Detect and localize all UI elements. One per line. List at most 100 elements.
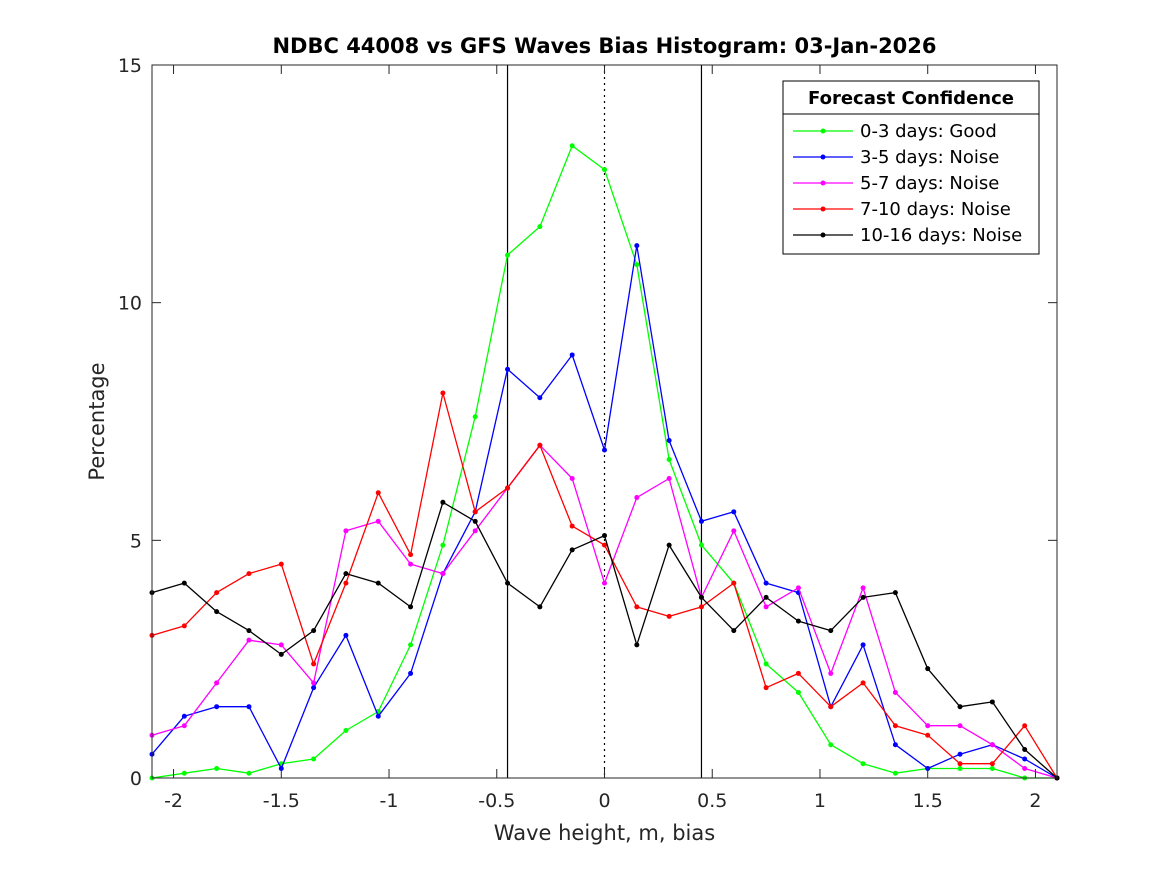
data-point (440, 542, 446, 548)
data-point (795, 689, 801, 695)
legend-label: 10-16 days: Noise (860, 225, 1022, 246)
data-point (763, 661, 769, 667)
data-point (343, 727, 349, 733)
data-point (343, 632, 349, 638)
legend-label: 3-5 days: Noise (860, 147, 999, 168)
data-point (472, 528, 478, 534)
data-point (602, 533, 607, 539)
data-point (666, 613, 672, 619)
data-point (375, 713, 381, 719)
data-point (860, 585, 866, 591)
x-tick-label: 1 (814, 790, 826, 812)
data-point (505, 485, 511, 491)
data-point (892, 723, 898, 729)
data-point (731, 509, 737, 515)
series-layer (149, 143, 1060, 781)
data-point (343, 580, 349, 586)
data-point (214, 609, 220, 615)
data-point (246, 637, 252, 643)
data-point (408, 604, 414, 610)
y-tick-label: 0 (130, 768, 142, 790)
data-point (311, 685, 317, 691)
data-point (375, 518, 381, 524)
data-point (569, 143, 575, 149)
data-point (472, 509, 478, 515)
data-point (795, 585, 801, 591)
legend-entry: 3-5 days: Noise (793, 147, 999, 168)
data-point (569, 352, 575, 358)
data-point (537, 224, 543, 230)
legend-entry: 0-3 days: Good (793, 121, 997, 142)
data-point (763, 685, 769, 691)
legend-title: Forecast Confidence (808, 88, 1014, 109)
x-tick-label: 0 (598, 790, 610, 812)
data-point (763, 580, 769, 586)
reference-lines (506, 65, 703, 778)
data-point (957, 761, 963, 767)
data-point (214, 680, 220, 686)
x-tick-label: 2 (1029, 790, 1041, 812)
legend-swatch-marker (820, 206, 826, 212)
data-point (666, 457, 672, 463)
data-point (569, 476, 575, 482)
data-point (311, 680, 317, 686)
data-point (181, 770, 187, 776)
data-point (602, 167, 607, 173)
data-point (343, 571, 349, 577)
data-point (214, 590, 220, 596)
data-point (989, 699, 995, 705)
data-point (1022, 723, 1028, 729)
data-point (860, 680, 866, 686)
legend-swatch-marker (820, 154, 826, 160)
data-point (828, 628, 834, 634)
data-point (408, 670, 414, 676)
data-point (860, 761, 866, 767)
x-tick-label: 1.5 (913, 790, 943, 812)
data-point (311, 661, 317, 667)
data-point (892, 689, 898, 695)
data-point (666, 438, 672, 444)
data-point (925, 666, 931, 672)
data-point (828, 670, 834, 676)
data-point (181, 723, 187, 729)
data-point (763, 604, 769, 610)
data-point (602, 580, 607, 586)
data-point (278, 651, 284, 657)
data-point (537, 604, 543, 610)
data-point (892, 770, 898, 776)
data-point (698, 594, 704, 600)
data-point (634, 495, 640, 501)
data-point (505, 252, 511, 258)
data-point (440, 499, 446, 505)
data-point (440, 390, 446, 396)
data-point (278, 561, 284, 567)
x-tick-label: -1 (380, 790, 399, 812)
legend-label: 7-10 days: Noise (860, 199, 1011, 220)
data-point (569, 523, 575, 529)
data-point (989, 765, 995, 771)
data-point (860, 594, 866, 600)
data-point (181, 713, 187, 719)
data-point (828, 704, 834, 710)
data-point (666, 542, 672, 548)
data-point (246, 571, 252, 577)
data-point (440, 571, 446, 577)
y-tick-label: 10 (118, 293, 142, 315)
x-tick-label: 0.5 (697, 790, 727, 812)
legend-entry: 5-7 days: Noise (793, 173, 999, 194)
data-point (763, 594, 769, 600)
data-point (634, 262, 640, 268)
data-point (569, 547, 575, 553)
data-point (214, 704, 220, 710)
data-point (828, 742, 834, 748)
data-point (731, 628, 737, 634)
data-point (860, 642, 866, 648)
data-point (989, 761, 995, 767)
legend-swatch-marker (820, 180, 826, 186)
data-point (311, 756, 317, 762)
data-point (472, 414, 478, 420)
data-point (408, 552, 414, 558)
data-point (666, 476, 672, 482)
